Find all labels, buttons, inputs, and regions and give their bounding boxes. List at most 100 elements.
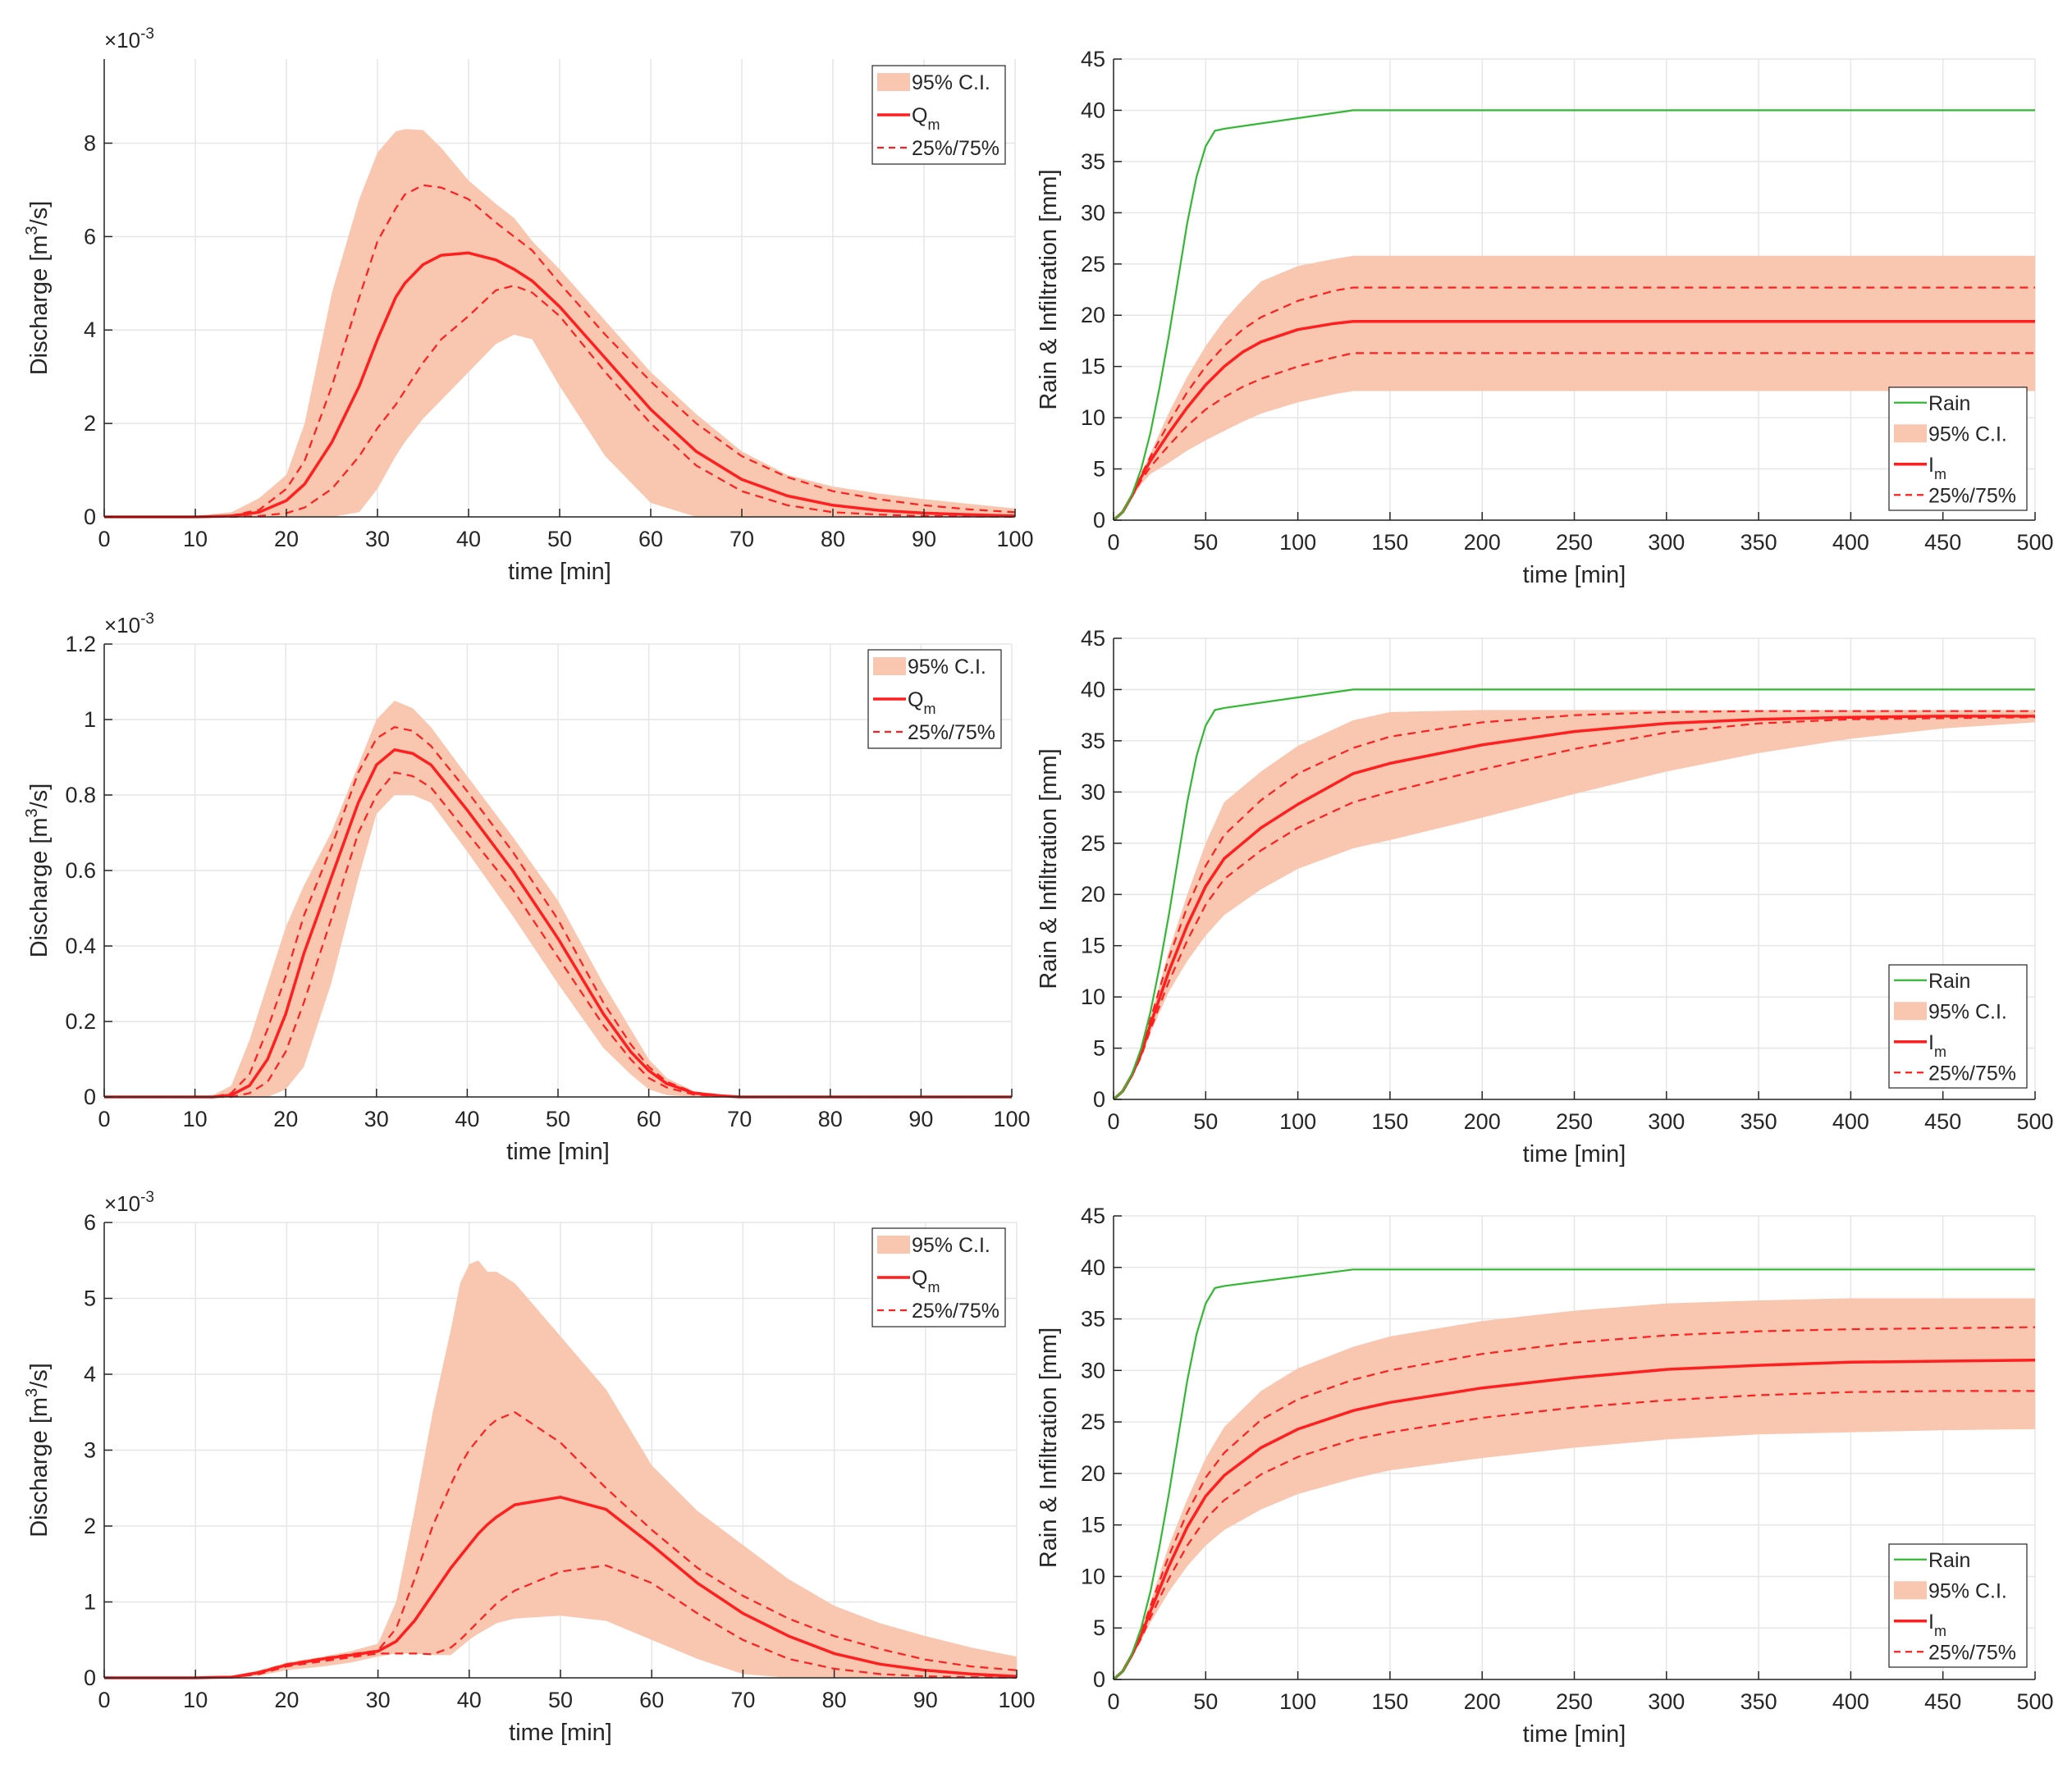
x-tick-label: 0 (98, 527, 110, 551)
y-tick-label: 1.2 (65, 632, 96, 656)
y-axis-label: Rain & Infiltration [mm] (1036, 169, 1062, 409)
y-axis-label-main: Discharge [m (26, 235, 53, 375)
y-tick-label: 10 (1081, 1564, 1105, 1588)
y-axis-label: Rain & Infiltration [mm] (1036, 1327, 1062, 1568)
series-line-25 (104, 285, 1016, 519)
x-axis-label: time [min] (1523, 1141, 1626, 1168)
x-tick-label: 500 (2016, 1689, 2053, 1714)
y-tick-label: 0 (1093, 1667, 1105, 1692)
y-tick-label: 5 (1093, 457, 1105, 482)
legend-label-text: Q (912, 104, 927, 127)
legend-label: 95% C.I. (912, 71, 990, 94)
legend-label: Qm (908, 688, 935, 717)
y-tick-label: 0 (1093, 508, 1105, 532)
y-tick-label: 2 (84, 411, 96, 436)
legend-swatch-ci (1894, 424, 1927, 443)
x-tick-label: 100 (996, 527, 1033, 551)
x-tick-label: 500 (2016, 530, 2053, 555)
y-tick-label: 15 (1081, 934, 1105, 958)
y-tick-label: 20 (1081, 1461, 1105, 1486)
y-tick-label: 40 (1081, 98, 1105, 122)
legend-label-text: 25%/75% (908, 721, 995, 744)
legend-label-text: Rain (1928, 1549, 1970, 1572)
x-tick-label: 40 (456, 527, 481, 551)
legend-label-text: 95% C.I. (912, 1234, 990, 1257)
y-axis-label-tail: /s] (26, 1363, 53, 1388)
x-tick-label: 0 (98, 1688, 110, 1712)
legend-label: Qm (912, 104, 940, 133)
axis-exponent-power: -3 (140, 610, 154, 628)
y-tick-label: 35 (1081, 149, 1105, 174)
x-tick-label: 350 (1740, 1109, 1777, 1134)
x-tick-label: 50 (548, 1688, 573, 1712)
legend-label-text: I (1928, 1611, 1934, 1634)
x-tick-label: 0 (1107, 1109, 1119, 1134)
y-tick-label: 40 (1081, 1255, 1105, 1280)
series-line-qm (104, 1496, 1018, 1679)
legend-label: Im (1928, 1031, 1946, 1060)
y-tick-label: 0 (84, 1666, 96, 1690)
axis-exponent-power: -3 (140, 1189, 154, 1206)
legend-label-sub: m (1934, 1623, 1946, 1639)
x-tick-label: 400 (1832, 530, 1869, 555)
y-axis-label-tail: /s] (26, 201, 53, 226)
legend-label-text: Rain (1928, 392, 1970, 415)
y-tick-label: 25 (1081, 252, 1105, 276)
legend-label-text: 95% C.I. (1928, 423, 2007, 446)
axis-exponent-base: ×10 (104, 28, 140, 53)
y-tick-label: 6 (84, 1210, 96, 1235)
chart-panel-discharge-3: 0 10 20 30 40 50 60 70 80 90 100 0 1 2 3 4 5 6 time [min] D… (23, 1189, 1036, 1746)
x-tick-label: 50 (547, 527, 572, 551)
series-line-75 (1113, 1326, 2036, 1680)
x-tick-label: 90 (912, 527, 936, 551)
legend: 95% C.I. Qm 25%/75% (871, 1227, 1006, 1327)
x-tick-label: 450 (1924, 1689, 1961, 1714)
y-tick-label: 40 (1081, 677, 1105, 701)
legend-label: 25%/75% (912, 137, 999, 160)
legend-box (1888, 1543, 2028, 1668)
x-tick-label: 20 (273, 1107, 298, 1131)
y-tick-label: 3 (84, 1438, 96, 1463)
rain-line (1113, 109, 2035, 521)
legend-label: 95% C.I. (1928, 1579, 2007, 1602)
y-axis-label: Discharge [m3/s] (23, 784, 53, 958)
y-tick-label: 0 (1093, 1087, 1105, 1112)
y-tick-label: 20 (1081, 882, 1105, 907)
x-tick-label: 0 (1107, 1689, 1119, 1714)
x-tick-label: 300 (1648, 1689, 1685, 1714)
y-axis-label-sup: 3 (23, 226, 41, 235)
y-tick-label: 5 (1093, 1036, 1105, 1061)
legend-swatch-ci (1894, 1002, 1927, 1021)
x-tick-label: 350 (1740, 530, 1777, 555)
x-tick-label: 30 (365, 527, 390, 551)
rain-line (1113, 688, 2035, 1100)
x-tick-label: 100 (993, 1107, 1030, 1131)
legend-label: 25%/75% (912, 1300, 999, 1323)
x-tick-label: 90 (908, 1107, 933, 1131)
legend-label: Qm (912, 1267, 940, 1295)
legend-label-sub: m (1934, 1044, 1946, 1060)
legend-label-sub: m (923, 701, 935, 717)
x-tick-label: 20 (274, 527, 299, 551)
series-line-qm (104, 251, 1016, 519)
chart-panel-discharge-2: 0 10 20 30 40 50 60 70 80 90 100 0 0.2 0.4 0.6 0.8 1 1.2 t… (23, 610, 1031, 1165)
y-tick-label: 30 (1081, 779, 1105, 804)
x-tick-label: 150 (1371, 1109, 1408, 1134)
legend-box (1888, 964, 2028, 1089)
x-tick-label: 300 (1648, 530, 1685, 555)
x-tick-label: 100 (1279, 530, 1316, 555)
y-tick-label: 0.6 (65, 858, 96, 883)
x-tick-label: 50 (546, 1107, 570, 1131)
legend-box (1888, 386, 2028, 511)
axis-exponent: ×10-3 (104, 25, 154, 53)
y-tick-label: 35 (1081, 1307, 1105, 1332)
legend-label-text: I (1928, 1031, 1934, 1054)
x-tick-label: 20 (274, 1688, 299, 1712)
legend-label-text: 95% C.I. (1928, 1000, 2007, 1023)
x-tick-label: 300 (1648, 1109, 1685, 1134)
x-tick-label: 200 (1464, 1689, 1501, 1714)
legend-swatch-ci (873, 657, 906, 675)
legend-label: 25%/75% (1928, 484, 2016, 507)
legend-label-text: 95% C.I. (912, 71, 990, 94)
y-tick-label: 1 (84, 707, 96, 732)
